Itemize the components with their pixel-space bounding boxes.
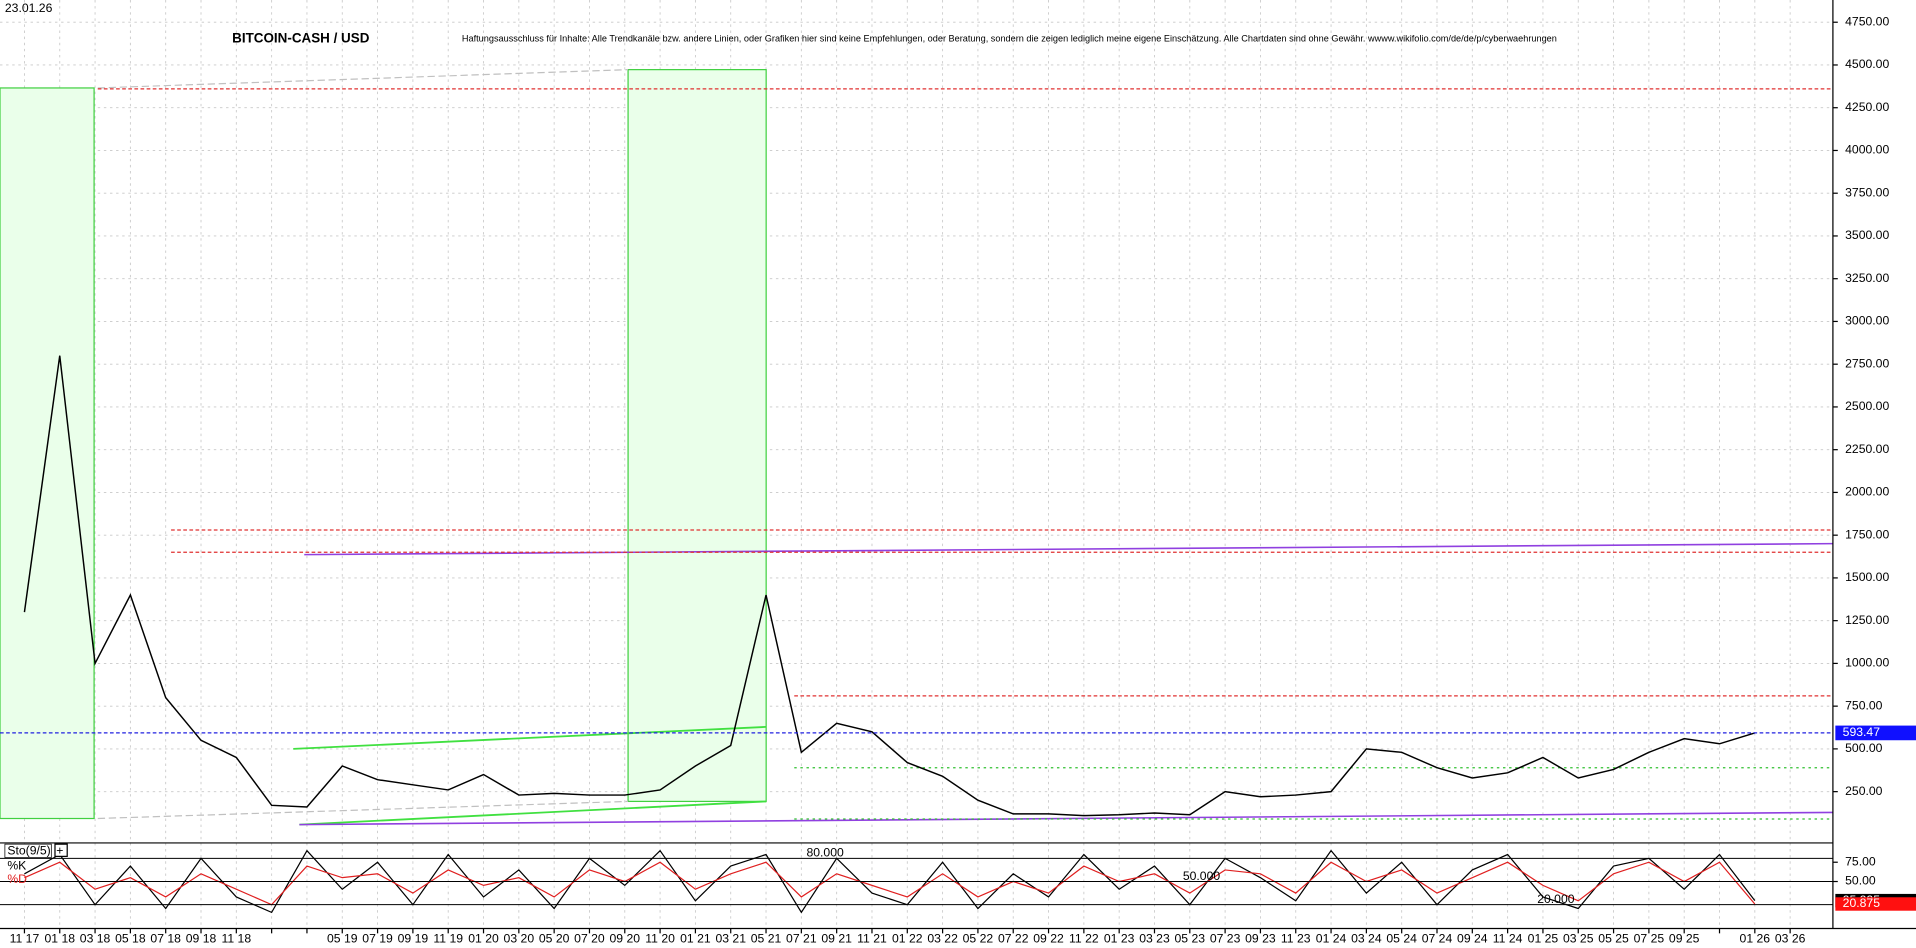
x-tick-label: 01 22 — [892, 932, 923, 946]
x-tick-label: 07 24 — [1422, 932, 1453, 946]
y-tick-label: 1500.00 — [1845, 570, 1889, 584]
x-tick-label: 11 20 — [645, 932, 675, 946]
x-tick-label: 01 21 — [680, 932, 711, 946]
series-line — [24, 861, 1756, 906]
y-tick-label: 3000.00 — [1845, 314, 1889, 328]
y-tick-label: 2250.00 — [1845, 442, 1889, 456]
x-tick-label: 11 18 — [222, 932, 252, 946]
expand-button-icon[interactable]: + — [56, 844, 63, 858]
series-line — [24, 849, 1756, 914]
x-tick-label: 05 18 — [115, 932, 146, 946]
x-tick-label: 09 24 — [1457, 932, 1488, 946]
last-price-label: 593.47 — [1843, 725, 1881, 739]
x-tick-label: 11 24 — [1493, 932, 1523, 946]
y-tick-label: 2000.00 — [1845, 485, 1889, 499]
date-label: 23.01.26 — [5, 1, 53, 15]
x-tick-label: 09 18 — [186, 932, 217, 946]
level-label: 20.000 — [1537, 892, 1575, 906]
x-tick-label: 03 23 — [1139, 932, 1170, 946]
y-tick-label: 3500.00 — [1845, 228, 1889, 242]
y-tick-label: 3250.00 — [1845, 271, 1889, 285]
legend-entry: %K — [7, 858, 26, 872]
x-tick-label: 03 25 — [1563, 932, 1594, 946]
x-tick-label: 09 25 — [1669, 932, 1700, 946]
x-tick-label: 09 22 — [1033, 932, 1064, 946]
x-tick-label: 07 23 — [1210, 932, 1241, 946]
x-tick-label: 09 20 — [610, 932, 641, 946]
x-tick-label: 11 19 — [433, 932, 463, 946]
x-tick-label: 05 23 — [1175, 932, 1206, 946]
x-tick-label: 01 25 — [1528, 932, 1559, 946]
y-tick-label: 1250.00 — [1845, 613, 1889, 627]
y-tick-label: 3750.00 — [1845, 185, 1889, 199]
x-tick-label: 07 20 — [574, 932, 605, 946]
disclaimer: Haftungsausschluss für Inhalte: Alle Tre… — [462, 34, 1557, 44]
level-label: 50.000 — [1183, 869, 1221, 883]
plot — [0, 88, 1833, 914]
indicator-box — [4, 843, 52, 858]
x-tick-label: 01 26 — [1740, 932, 1771, 946]
y-tick-label: 4500.00 — [1845, 57, 1889, 71]
trend-line — [97, 69, 629, 89]
x-tick-label: 03 20 — [504, 932, 535, 946]
y-tick-label: 4750.00 — [1845, 14, 1889, 28]
x-tick-label: 01 20 — [468, 932, 499, 946]
x-tick-label: 11 21 — [857, 932, 887, 946]
x-tick-label: 01 23 — [1104, 932, 1135, 946]
x-tick-label: 05 19 — [327, 932, 358, 946]
series-line — [23, 355, 1756, 817]
y-tick-label: 2500.00 — [1845, 399, 1889, 413]
x-tick-label: 05 25 — [1598, 932, 1629, 946]
last-value-box — [1835, 897, 1916, 911]
y-tick-label: 4250.00 — [1845, 100, 1889, 114]
expand-button[interactable] — [54, 843, 68, 857]
x-tick-label: 01 24 — [1316, 932, 1347, 946]
y-tick-label: 50.00 — [1845, 874, 1876, 888]
trend-line — [299, 800, 767, 826]
x-tick-label: 11 22 — [1069, 932, 1099, 946]
x-tick-label: 07 18 — [150, 932, 181, 946]
y-tick-label: 500.00 — [1845, 741, 1883, 755]
y-tick-label: 750.00 — [1845, 698, 1883, 712]
y-tick-label: 75.00 — [1845, 854, 1876, 868]
x-tick-label: 03 24 — [1351, 932, 1382, 946]
trend-line — [97, 800, 629, 820]
chart-title: BITCOIN-CASH / USD — [232, 31, 370, 46]
y-tick-label: 1000.00 — [1845, 656, 1889, 670]
level-label: 80.000 — [806, 846, 844, 860]
grid — [0, 0, 1833, 929]
x-tick-label: 03 18 — [80, 932, 111, 946]
x-tick-label: 03 21 — [715, 932, 746, 946]
trend-line — [293, 725, 767, 750]
x-tick-label: 03 26 — [1775, 932, 1806, 946]
x-tick-label: 05 20 — [539, 932, 570, 946]
x-tick-label: 05 24 — [1386, 932, 1417, 946]
trend-line — [299, 811, 1833, 826]
x-tick-label: 03 22 — [927, 932, 958, 946]
x-tick-label: 05 22 — [963, 932, 994, 946]
y-tick-label: 4000.00 — [1845, 143, 1889, 157]
last-value-label: 20.875 — [1843, 896, 1881, 910]
x-tick-label: 05 21 — [751, 932, 782, 946]
x-tick-label: 11 17 — [10, 932, 40, 946]
y-tick-label: 2750.00 — [1845, 356, 1889, 370]
y-tick-label: 250.00 — [1845, 784, 1883, 798]
legend-entry: %D — [7, 872, 27, 886]
x-tick-label: 07 25 — [1634, 932, 1665, 946]
highlight-box — [627, 69, 767, 803]
x-tick-label: 11 23 — [1281, 932, 1311, 946]
x-tick-label: 07 19 — [362, 932, 393, 946]
x-tick-label: 09 23 — [1245, 932, 1276, 946]
last-price-box — [1835, 725, 1916, 741]
x-tick-label: 01 18 — [44, 932, 75, 946]
x-tick-label: 07 22 — [998, 932, 1029, 946]
x-tick-label: 09 19 — [398, 932, 429, 946]
y-tick-label: 1750.00 — [1845, 527, 1889, 541]
x-tick-label: 07 21 — [786, 932, 817, 946]
x-tick-label: 09 21 — [821, 932, 852, 946]
indicator-title: Sto(9/5) — [7, 844, 50, 858]
